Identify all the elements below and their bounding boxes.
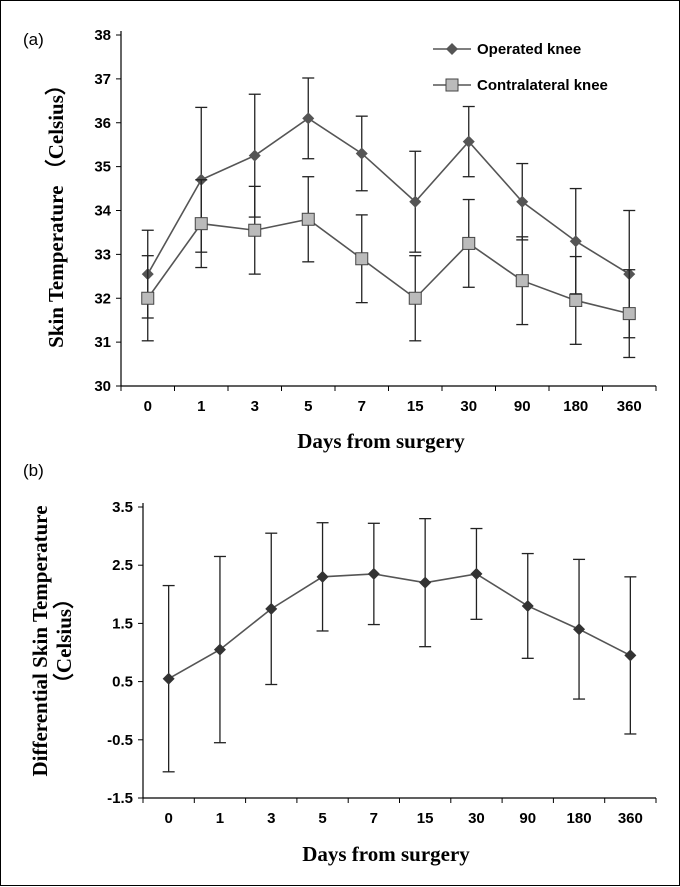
panel-b-xlabel: Days from surgery (302, 842, 470, 866)
panel-a-series-2-point (141, 291, 155, 305)
panel-b-series-1-point (213, 643, 226, 656)
panel-b-series-1-point (265, 602, 278, 615)
panel-a-x-tick-label: 5 (304, 398, 312, 415)
panel-a-series-1-point (462, 135, 475, 148)
panel-a-xlabel: Days from surgery (297, 429, 465, 453)
panel-b-series-1-point (367, 567, 380, 580)
panel-a-y-tick-label: 36 (94, 115, 111, 132)
panel-a-y-tick-label: 37 (94, 71, 111, 88)
panel-a-x-tick-label: 0 (144, 398, 152, 415)
panel-a-y-tick-label: 35 (94, 159, 111, 176)
panel-a-series-1-point (248, 149, 261, 162)
panel-b-x-tick-label: 0 (164, 810, 172, 827)
panel-a-x-tick-label: 3 (251, 398, 259, 415)
panel-a-y-tick-label: 38 (94, 27, 111, 44)
panel-a-x-tick-label: 180 (563, 398, 588, 415)
panel-b-series-1-point (316, 570, 329, 583)
panel-b-y-tick-label: 2.5 (112, 557, 133, 574)
panel-b-y-tick-label: 1.5 (112, 615, 133, 632)
panel-b-ylabel-line1: Differential Skin Temperature (28, 505, 52, 776)
panel-a-x-tick-label: 90 (514, 398, 531, 415)
panel-b-x-tick-label: 1 (216, 810, 224, 827)
panel-a-series-2-point (622, 307, 636, 321)
panel-b-x-tick-label: 5 (318, 810, 326, 827)
panel-a-y-tick-label: 32 (94, 290, 111, 307)
panel-a-series-1-point (355, 147, 368, 160)
panel-b-series-1-line (168, 573, 631, 680)
panel-a-x-tick-label: 30 (460, 398, 477, 415)
panel-a-series-1-point (409, 195, 422, 208)
legend-marker-contralateral (445, 78, 459, 92)
panel-b-x-tick-label: 15 (417, 810, 434, 827)
panel-b-ylabel-line2: （Celsius） (52, 588, 76, 694)
panel-a-series-2-point (301, 212, 315, 226)
panel-b-y-tick-label: 0.5 (112, 674, 133, 691)
panel-a-series-1-point (302, 112, 315, 125)
panel-a-x-tick-label: 7 (358, 398, 366, 415)
panel-b-series-1-point (624, 649, 637, 662)
legend: Operated knee Contralateral knee (433, 41, 608, 94)
panel-a-x-tick-label: 15 (407, 398, 424, 415)
panel-a-y-tick-label: 31 (94, 334, 111, 351)
panel-a-ylabel: Skin Temperature （Celsius） (44, 74, 68, 348)
panel-b-label: (b) (23, 461, 44, 480)
legend-marker-operated (446, 43, 458, 55)
panel-a-series-1-point (569, 235, 582, 248)
panel-b-y-tick-label: -1.5 (107, 790, 133, 807)
panel-b-x-tick-label: 3 (267, 810, 275, 827)
panel-a-x-tick-label: 360 (617, 398, 642, 415)
panel-a-series-2-point (569, 293, 583, 307)
legend-label-operated: Operated knee (477, 41, 581, 58)
panel-b-x-tick-label: 360 (618, 810, 643, 827)
panel-b-x-tick-label: 180 (567, 810, 592, 827)
panel-a-y-tick-label: 34 (94, 203, 111, 220)
legend-label-contralateral: Contralateral knee (477, 77, 608, 94)
panel-b-x-tick-label: 30 (468, 810, 485, 827)
panel-a-series-2-point (515, 274, 529, 288)
panel-b-plot: -1.5 -0.5 0.5 1.5 2.5 3.5 0 1 3 5 7 15 30 90 180 360 (107, 499, 657, 827)
panel-b-series-1-point (521, 599, 534, 612)
panel-a-series-2-line (147, 218, 630, 315)
panel-b-y-tick-label: 3.5 (112, 499, 133, 516)
panel-b-series-1-point (162, 672, 175, 685)
panel-a-series-1-line (147, 117, 630, 275)
panel-b-y-tick-label: -0.5 (107, 732, 133, 749)
panel-b-series-1-point (419, 576, 432, 589)
panel-a-series-2-point (248, 223, 262, 237)
panel-b-x-tick-label: 7 (370, 810, 378, 827)
panel-a-series-1-point (516, 195, 529, 208)
panel-a-y-tick-label: 33 (94, 246, 111, 263)
panel-a-series-2-point (194, 217, 208, 231)
panel-a-series-2-point (355, 252, 369, 266)
panel-a-series-2-point (462, 236, 476, 250)
panel-b-x-tick-label: 90 (519, 810, 536, 827)
panel-a-label: (a) (23, 30, 44, 49)
panel-b-series-1-point (573, 623, 586, 636)
panel-a-series-2-point (408, 291, 422, 305)
panel-b-series-1-point (470, 567, 483, 580)
panel-a-y-tick-label: 30 (94, 378, 111, 395)
panel-a-x-tick-label: 1 (197, 398, 205, 415)
